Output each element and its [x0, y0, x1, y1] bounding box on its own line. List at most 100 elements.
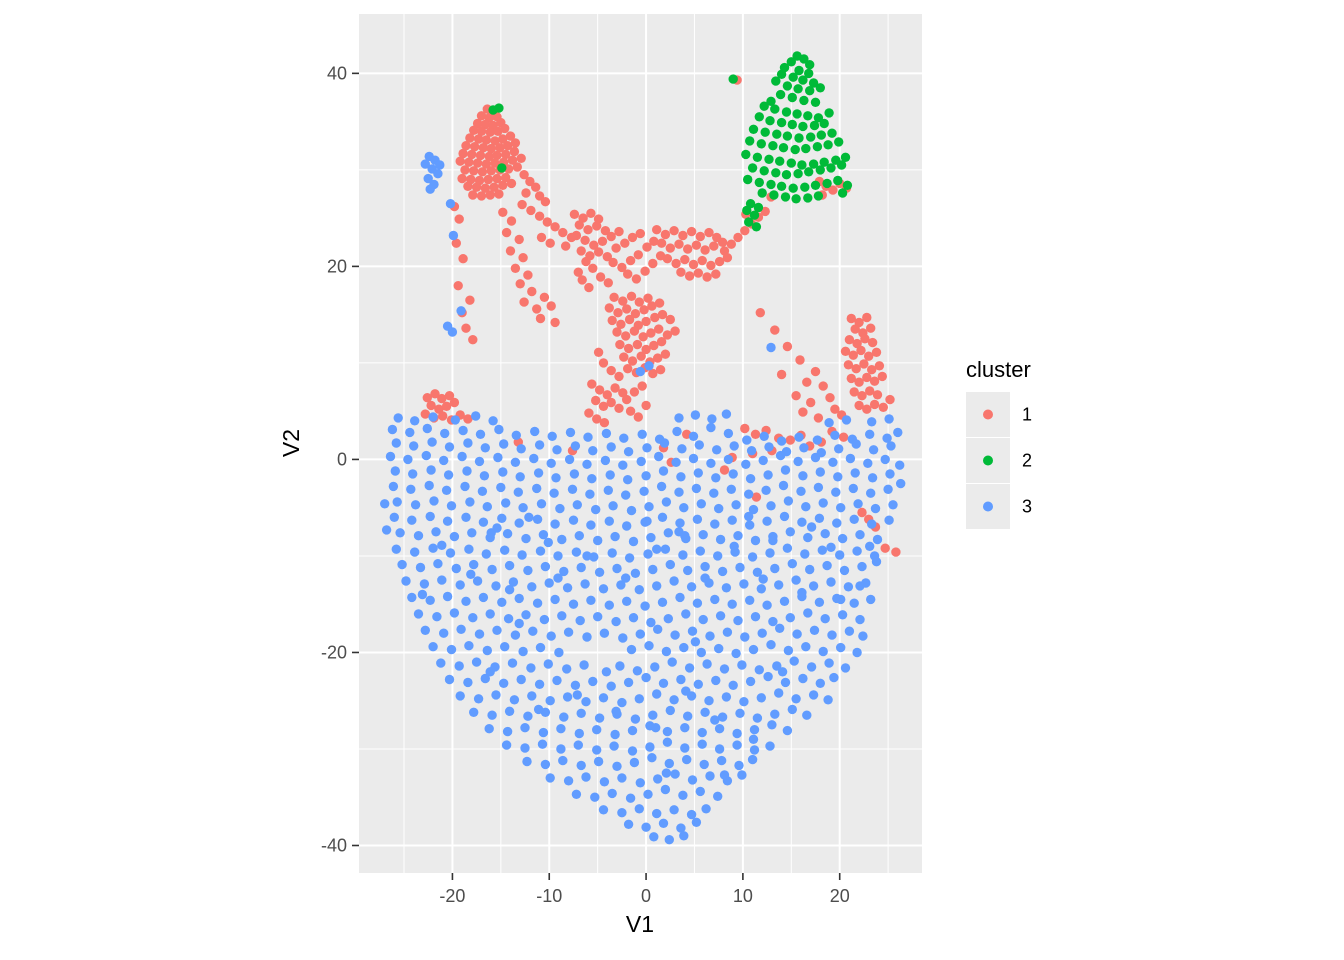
data-point	[617, 773, 627, 783]
data-point	[814, 513, 825, 523]
data-point	[766, 179, 776, 190]
data-point	[866, 323, 876, 333]
data-point	[750, 429, 761, 439]
data-point	[476, 111, 487, 121]
data-point	[464, 157, 474, 167]
data-point	[426, 400, 436, 411]
data-point	[401, 576, 411, 586]
data-point	[862, 312, 872, 323]
data-point	[869, 376, 880, 386]
data-point	[752, 713, 763, 723]
data-point	[435, 160, 445, 170]
data-point	[535, 546, 546, 556]
data-point	[471, 657, 482, 667]
data-point	[501, 172, 511, 183]
data-point	[824, 108, 834, 118]
data-point	[830, 404, 840, 414]
data-point	[740, 423, 750, 434]
data-point	[547, 431, 557, 441]
data-point	[518, 646, 528, 657]
data-point	[770, 104, 780, 114]
data-point	[582, 459, 592, 469]
data-point	[513, 487, 523, 497]
data-point	[582, 632, 592, 642]
data-point	[818, 381, 828, 391]
data-point	[849, 514, 859, 524]
data-point	[461, 512, 471, 522]
data-point	[514, 518, 524, 528]
data-point	[692, 598, 703, 608]
data-point	[723, 428, 734, 439]
data-point	[493, 452, 503, 463]
data-point	[665, 243, 675, 253]
data-point	[877, 371, 887, 382]
data-point	[749, 210, 760, 220]
data-point	[776, 69, 787, 80]
data-point	[497, 513, 507, 523]
data-point	[536, 232, 547, 243]
data-point	[599, 777, 610, 787]
data-point	[580, 579, 590, 589]
data-point	[844, 335, 855, 345]
data-point	[679, 831, 689, 841]
data-point	[775, 450, 786, 461]
data-point	[523, 270, 533, 280]
data-point	[431, 527, 441, 537]
data-point	[451, 563, 461, 574]
data-point	[776, 436, 787, 446]
data-point	[614, 371, 624, 382]
data-point	[618, 296, 628, 306]
data-point	[455, 691, 465, 701]
data-point	[774, 688, 784, 698]
data-point	[621, 331, 631, 341]
data-point	[652, 225, 662, 235]
data-point	[728, 680, 738, 690]
data-point	[705, 771, 715, 781]
data-point	[663, 528, 673, 538]
data-point	[561, 241, 571, 251]
data-point	[553, 573, 563, 583]
data-point	[770, 325, 780, 335]
data-point	[793, 84, 803, 94]
data-point	[836, 503, 846, 513]
data-point	[857, 561, 867, 572]
data-point	[719, 770, 730, 780]
data-point	[632, 666, 643, 676]
data-point	[597, 236, 608, 246]
data-point	[714, 744, 725, 754]
data-point	[647, 301, 657, 311]
data-point	[796, 486, 806, 496]
data-point	[634, 585, 644, 595]
data-point	[614, 403, 624, 413]
data-point	[534, 440, 545, 450]
data-point	[663, 614, 673, 624]
data-point	[521, 533, 531, 544]
data-point	[707, 414, 717, 424]
data-point	[604, 516, 614, 526]
data-point	[674, 413, 684, 423]
data-point	[803, 608, 813, 618]
data-point	[771, 76, 781, 86]
data-point	[558, 227, 568, 238]
data-point	[587, 379, 597, 389]
data-point	[577, 275, 587, 285]
data-point	[643, 789, 653, 799]
data-point	[732, 740, 742, 750]
data-point	[656, 337, 667, 347]
data-point	[694, 440, 704, 450]
data-point	[798, 471, 808, 481]
data-point	[860, 334, 870, 344]
data-point	[501, 498, 511, 508]
data-point	[599, 418, 610, 428]
data-point	[587, 474, 597, 484]
data-point	[507, 658, 518, 668]
data-point	[776, 369, 787, 380]
data-point	[802, 710, 812, 720]
data-point	[574, 220, 584, 230]
data-point	[748, 124, 759, 134]
data-point	[468, 613, 478, 623]
data-point	[550, 222, 560, 232]
data-point	[517, 199, 527, 210]
data-point	[630, 714, 641, 724]
